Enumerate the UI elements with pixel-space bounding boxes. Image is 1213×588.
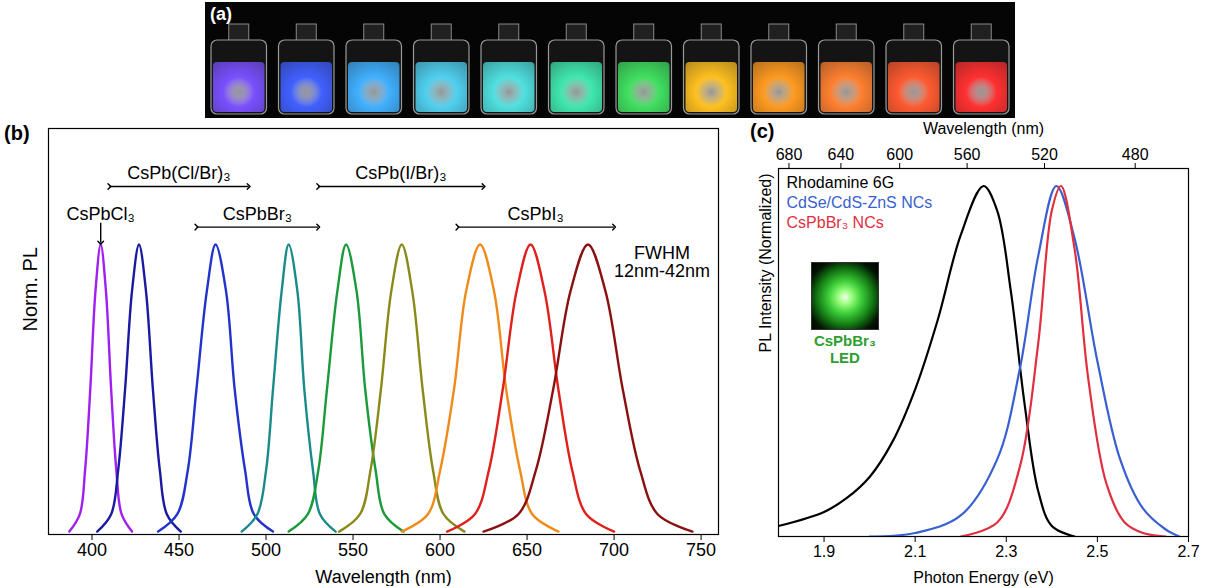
svg-text:2.1: 2.1 [904, 543, 926, 560]
svg-text:550: 550 [338, 540, 368, 560]
svg-text:CsPbCl₃: CsPbCl₃ [67, 204, 135, 224]
svg-text:Photon Energy (eV): Photon Energy (eV) [913, 569, 1054, 586]
svg-text:Rhodamine 6G: Rhodamine 6G [787, 174, 895, 191]
svg-text:650: 650 [512, 540, 542, 560]
svg-text:680: 680 [776, 146, 803, 163]
svg-text:400: 400 [77, 540, 107, 560]
svg-text:700: 700 [599, 540, 629, 560]
svg-text:CsPbBr₃ NCs: CsPbBr₃ NCs [787, 214, 884, 231]
svg-text:FWHM12nm-42nm: FWHM12nm-42nm [614, 243, 710, 281]
svg-text:560: 560 [954, 146, 981, 163]
svg-text:500: 500 [251, 540, 281, 560]
svg-text:Wavelength (nm): Wavelength (nm) [923, 120, 1044, 137]
svg-text:600: 600 [886, 146, 913, 163]
svg-text:CsPb(Cl/Br)₃: CsPb(Cl/Br)₃ [127, 163, 230, 183]
svg-text:CsPbBr₃: CsPbBr₃ [223, 204, 292, 224]
svg-text:CdSe/CdS-ZnS NCs: CdSe/CdS-ZnS NCs [787, 194, 933, 211]
svg-text:CsPb(I/Br)₃: CsPb(I/Br)₃ [355, 163, 446, 183]
svg-text:2.5: 2.5 [1086, 543, 1108, 560]
svg-text:640: 640 [828, 146, 855, 163]
svg-text:PL Intensity (Normalized): PL Intensity (Normalized) [757, 173, 774, 352]
svg-text:1.9: 1.9 [813, 543, 835, 560]
svg-text:2.3: 2.3 [995, 543, 1017, 560]
svg-text:600: 600 [425, 540, 455, 560]
svg-text:2.7: 2.7 [1177, 543, 1199, 560]
svg-text:450: 450 [164, 540, 194, 560]
svg-text:Wavelength (nm): Wavelength (nm) [315, 567, 451, 587]
svg-text:480: 480 [1122, 146, 1149, 163]
svg-text:520: 520 [1031, 146, 1058, 163]
svg-text:(a): (a) [210, 4, 232, 24]
html-text:(b): (b) [4, 122, 30, 144]
html-text:(c): (c) [750, 120, 775, 142]
html-text:CsPbBr₃ LED: CsPbBr₃ LED [813, 332, 876, 366]
svg-text:Norm. PL: Norm. PL [19, 247, 41, 331]
svg-text:750: 750 [686, 540, 716, 560]
svg-text:CsPbI₃: CsPbI₃ [508, 204, 564, 224]
